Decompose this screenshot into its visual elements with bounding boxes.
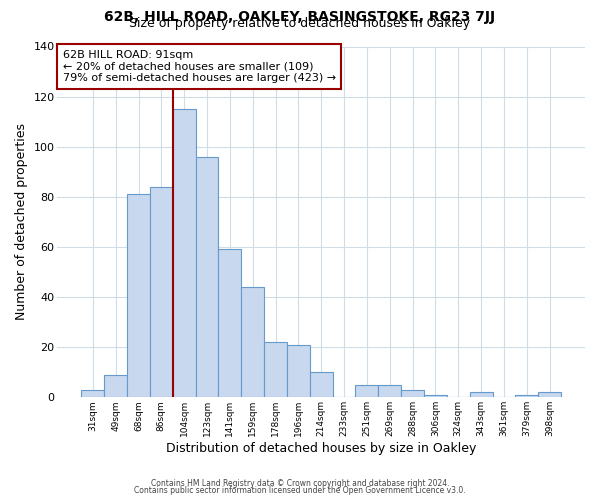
Bar [196,156,218,398]
Text: Contains public sector information licensed under the Open Government Licence v3: Contains public sector information licen… [134,486,466,495]
Bar [355,385,379,398]
Bar [127,194,150,398]
Bar [150,187,173,398]
Bar [264,342,287,398]
Bar [287,344,310,398]
Bar [515,395,538,398]
Text: Size of property relative to detached houses in Oakley: Size of property relative to detached ho… [130,18,470,30]
Bar [538,392,561,398]
X-axis label: Distribution of detached houses by size in Oakley: Distribution of detached houses by size … [166,442,476,455]
Bar [470,392,493,398]
Text: 62B HILL ROAD: 91sqm
← 20% of detached houses are smaller (109)
79% of semi-deta: 62B HILL ROAD: 91sqm ← 20% of detached h… [63,50,336,83]
Bar [310,372,332,398]
Bar [218,250,241,398]
Bar [424,395,447,398]
Text: 62B, HILL ROAD, OAKLEY, BASINGSTOKE, RG23 7JJ: 62B, HILL ROAD, OAKLEY, BASINGSTOKE, RG2… [104,10,496,24]
Bar [173,109,196,398]
Bar [379,385,401,398]
Y-axis label: Number of detached properties: Number of detached properties [15,124,28,320]
Text: Contains HM Land Registry data © Crown copyright and database right 2024.: Contains HM Land Registry data © Crown c… [151,478,449,488]
Bar [104,374,127,398]
Bar [401,390,424,398]
Bar [241,287,264,398]
Bar [82,390,104,398]
